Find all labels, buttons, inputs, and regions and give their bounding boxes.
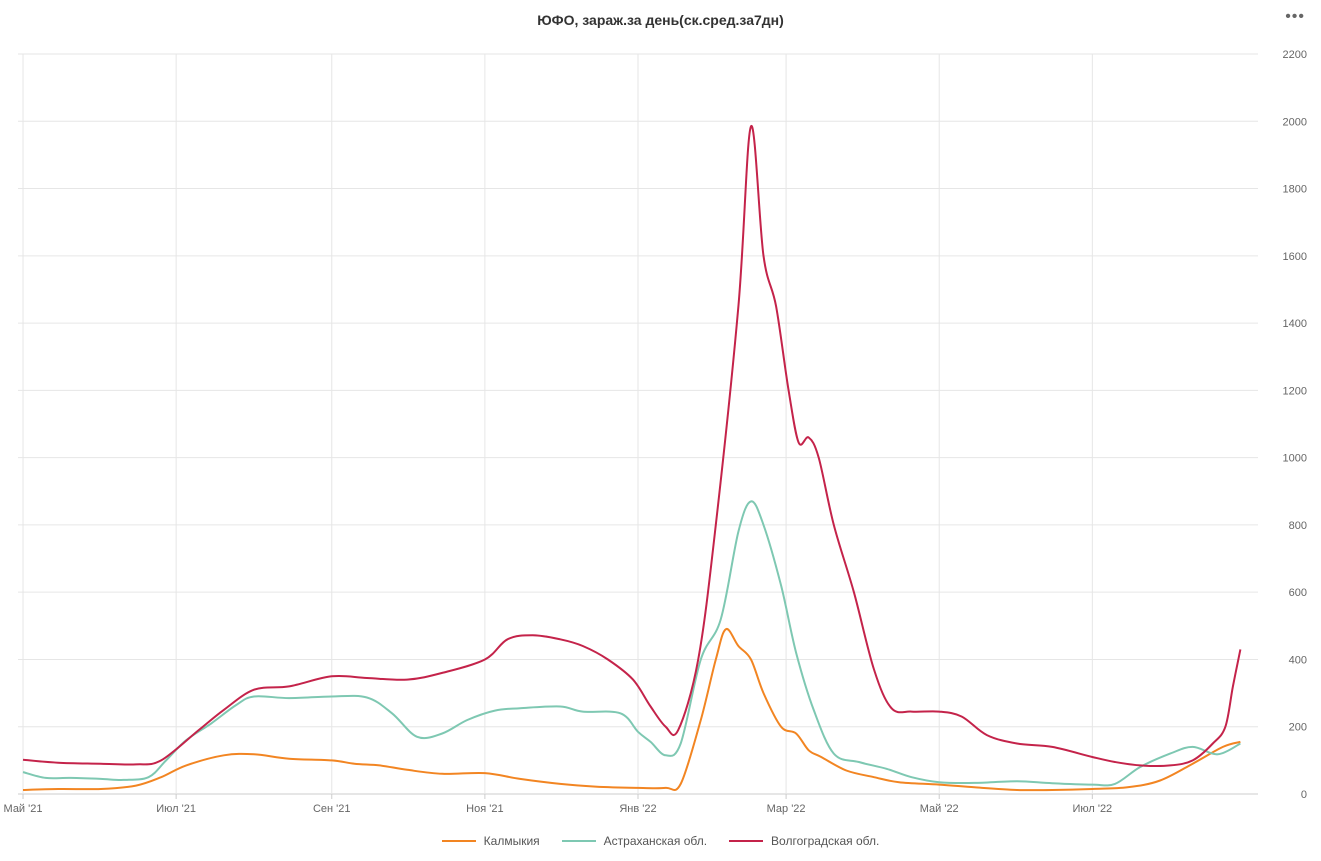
legend-item-astrakhan[interactable]: Астраханская обл.: [561, 834, 708, 848]
y-tick-label: 200: [1289, 722, 1307, 734]
legend: Калмыкия Астраханская обл. Волгоградская…: [0, 834, 1321, 848]
legend-item-kalmykia[interactable]: Калмыкия: [441, 834, 540, 848]
x-tick-label: Мар '22: [767, 803, 806, 815]
legend-label: Астраханская обл.: [603, 834, 708, 848]
y-tick-label: 0: [1301, 789, 1307, 801]
series-line: [22, 628, 1241, 792]
x-tick-label: Май '21: [4, 803, 43, 815]
y-tick-label: 1200: [1283, 385, 1307, 397]
legend-item-volgograd[interactable]: Волгоградская обл.: [729, 834, 879, 848]
x-tick-label: Июл '22: [1072, 803, 1112, 815]
y-tick-label: 400: [1289, 654, 1307, 666]
y-tick-label: 1400: [1283, 318, 1307, 330]
x-tick-label: Янв '22: [619, 803, 656, 815]
y-tick-label: 1000: [1283, 453, 1307, 465]
y-tick-label: 600: [1289, 587, 1307, 599]
legend-swatch: [729, 840, 764, 842]
y-tick-label: 1800: [1283, 184, 1307, 196]
chart-menu-button[interactable]: •••: [1285, 8, 1305, 25]
legend-swatch: [441, 840, 476, 842]
x-tick-label: Ноя '21: [466, 803, 503, 815]
y-axis: 0 200 400 600 800 1000 1200 1400 1600 1800 2000 220…: [1283, 49, 1307, 801]
series-line: [22, 500, 1241, 787]
series-lines: [22, 125, 1242, 792]
series-line: [22, 125, 1242, 767]
y-tick-label: 2000: [1283, 116, 1307, 128]
x-tick-label: Сен '21: [313, 803, 351, 815]
y-tick-label: 2200: [1283, 49, 1307, 61]
legend-swatch: [561, 840, 596, 842]
y-tick-label: 1600: [1283, 251, 1307, 263]
x-tick-label: Июл '21: [156, 803, 196, 815]
legend-label: Волгоградская обл.: [771, 834, 880, 848]
legend-label: Калмыкия: [483, 834, 540, 848]
grid-lines: [18, 53, 1258, 795]
chart-title: ЮФО, зараж.за день(ск.сред.за7дн): [537, 12, 784, 28]
x-axis: Май '21 Июл '21 Сен '21 Ноя '21 Янв '22 Мар '…: [4, 794, 1112, 815]
y-tick-label: 800: [1289, 520, 1307, 532]
x-tick-label: Май '22: [920, 803, 959, 815]
